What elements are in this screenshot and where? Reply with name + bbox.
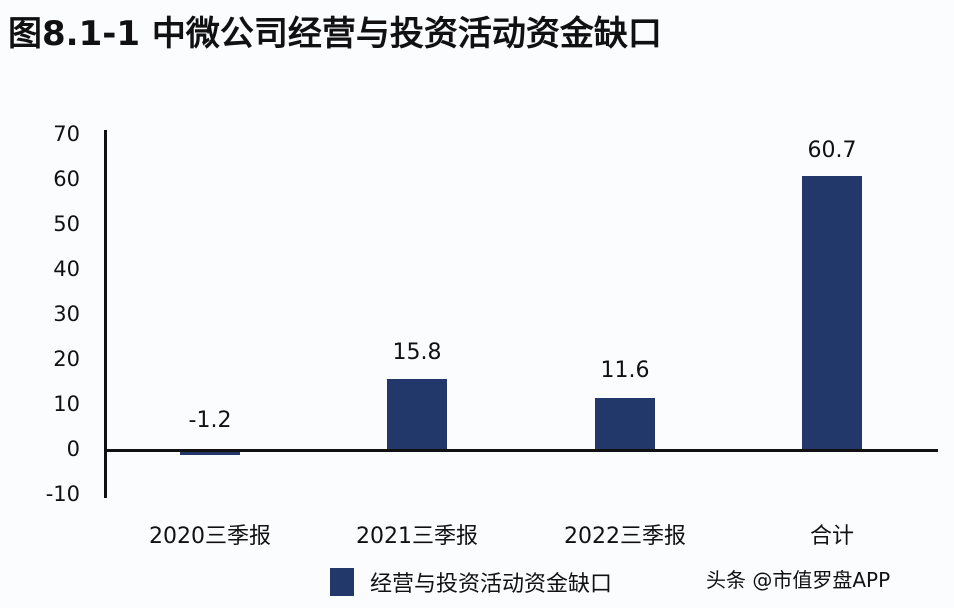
bar-2021 [387,379,447,450]
bar-2020 [180,450,240,455]
legend: 经营与投资活动资金缺口 [330,566,612,598]
value-label: 60.7 [807,138,857,163]
x-category-label: 2022三季报 [564,524,686,549]
y-axis-line [104,130,107,498]
y-tick: 70 [53,122,80,146]
bar-2022 [595,398,655,450]
watermark: 头条 @市值罗盘APP [706,568,891,592]
y-tick: 20 [53,347,80,371]
x-category-label: 2021三季报 [356,524,478,549]
y-tick: 30 [53,302,80,326]
y-tick: 60 [53,167,80,191]
x-category-label: 合计 [809,524,854,549]
value-label: 15.8 [392,340,442,365]
value-label: 11.6 [600,358,650,383]
legend-swatch [330,568,354,596]
y-tick: 0 [66,437,80,461]
y-tick: 10 [53,392,80,416]
chart-title: 图8.1-1 中微公司经营与投资活动资金缺口 [8,14,662,54]
value-label: -1.2 [188,408,232,433]
x-axis-line [104,449,938,452]
x-category-label: 2020三季报 [149,524,271,549]
bar-total [802,176,862,450]
y-tick: -10 [45,482,80,506]
y-tick: 50 [53,212,80,236]
legend-label: 经营与投资活动资金缺口 [370,572,613,597]
y-tick: 40 [53,257,80,281]
